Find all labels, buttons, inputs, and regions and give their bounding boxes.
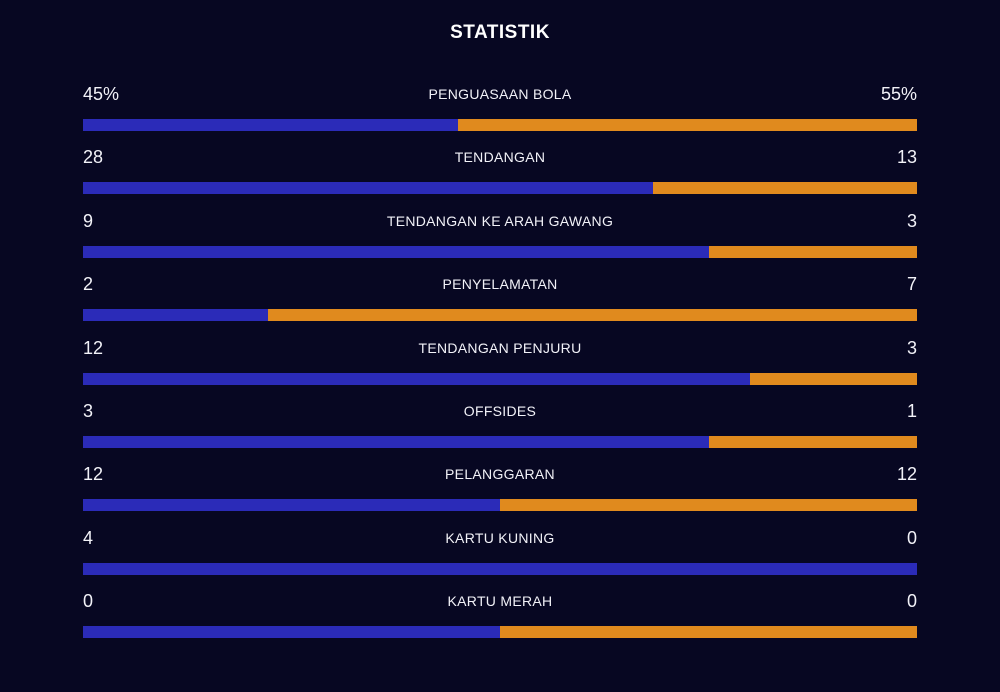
home-bar-segment bbox=[83, 372, 751, 385]
home-value: 9 bbox=[83, 210, 94, 231]
home-value: 0 bbox=[83, 591, 94, 612]
stat-label: TENDANGAN PENJURU bbox=[418, 339, 582, 356]
home-bar-segment bbox=[83, 119, 459, 131]
page-title: STATISTIK bbox=[450, 22, 550, 43]
stat-row-shots-on-target: 9 TENDANGAN KE ARAH GAWANG 3 bbox=[83, 207, 917, 270]
stat-bar bbox=[83, 435, 917, 448]
home-bar-segment bbox=[83, 562, 917, 575]
away-value: 0 bbox=[906, 527, 917, 548]
home-bar-segment bbox=[83, 626, 500, 639]
away-value: 3 bbox=[906, 337, 917, 358]
stat-bar bbox=[83, 309, 917, 322]
home-value: 12 bbox=[83, 337, 104, 358]
away-value: 55% bbox=[880, 84, 917, 104]
home-bar-segment bbox=[83, 435, 709, 448]
stat-row-yellow-cards: 4 KARTU KUNING 0 bbox=[83, 524, 917, 587]
home-value: 12 bbox=[83, 464, 104, 485]
stat-bar bbox=[83, 562, 917, 575]
stat-label: TENDANGAN KE ARAH GAWANG bbox=[386, 212, 614, 229]
stat-label: PENYELAMATAN bbox=[442, 276, 558, 293]
home-value: 3 bbox=[83, 400, 94, 421]
stat-row-red-cards: 0 KARTU MERAH 0 bbox=[83, 587, 917, 650]
away-bar-segment bbox=[652, 182, 917, 195]
away-value: 3 bbox=[906, 210, 917, 231]
stats-list: 45% PENGUASAAN BOLA 55% 28 TENDANGAN 13 … bbox=[83, 80, 917, 651]
stat-bar bbox=[83, 182, 917, 195]
stat-row-possession: 45% PENGUASAAN BOLA 55% bbox=[83, 80, 917, 143]
stat-bar bbox=[83, 119, 917, 131]
away-bar-segment bbox=[708, 245, 917, 258]
away-bar-segment bbox=[458, 119, 917, 131]
away-value: 7 bbox=[906, 274, 917, 295]
home-value: 4 bbox=[83, 527, 94, 548]
stat-label: TENDANGAN bbox=[454, 149, 546, 166]
stat-row-fouls: 12 PELANGGARAN 12 bbox=[83, 460, 917, 523]
stat-bar bbox=[83, 245, 917, 258]
stat-label: PENGUASAAN BOLA bbox=[428, 86, 572, 102]
stat-bar bbox=[83, 626, 917, 639]
stat-label: PELANGGARAN bbox=[445, 466, 555, 483]
away-value: 12 bbox=[896, 464, 917, 485]
away-bar-segment bbox=[268, 309, 917, 322]
stat-row-offsides: 3 OFFSIDES 1 bbox=[83, 397, 917, 460]
home-value: 28 bbox=[83, 147, 104, 168]
stat-label: KARTU MERAH bbox=[447, 593, 553, 610]
stat-row-corners: 12 TENDANGAN PENJURU 3 bbox=[83, 334, 917, 397]
away-bar-segment bbox=[500, 626, 917, 639]
away-value: 1 bbox=[906, 400, 917, 421]
home-bar-segment bbox=[83, 499, 500, 512]
away-bar-segment bbox=[750, 372, 917, 385]
stat-label: KARTU KUNING bbox=[445, 529, 555, 546]
home-value: 2 bbox=[83, 274, 94, 295]
away-bar-segment bbox=[708, 435, 917, 448]
stat-label: OFFSIDES bbox=[463, 402, 537, 419]
stat-row-saves: 2 PENYELAMATAN 7 bbox=[83, 270, 917, 333]
away-value: 13 bbox=[896, 147, 917, 168]
stat-bar bbox=[83, 499, 917, 512]
stat-row-shots: 28 TENDANGAN 13 bbox=[83, 143, 917, 206]
home-bar-segment bbox=[83, 245, 709, 258]
home-value: 45% bbox=[83, 84, 120, 104]
away-value: 0 bbox=[906, 591, 917, 612]
away-bar-segment bbox=[500, 499, 917, 512]
home-bar-segment bbox=[83, 309, 269, 322]
stat-bar bbox=[83, 372, 917, 385]
home-bar-segment bbox=[83, 182, 653, 195]
